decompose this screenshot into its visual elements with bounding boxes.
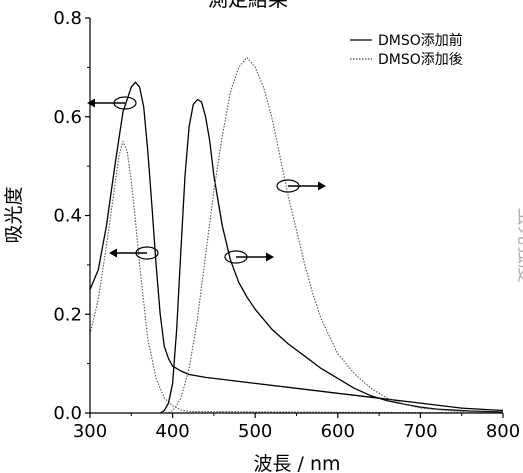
x-tick-label: 300	[73, 421, 107, 442]
series-layer	[89, 56, 504, 414]
y-axis-label-right: 蛍光強度	[515, 207, 523, 283]
legend-item: DMSO添加後	[350, 52, 463, 68]
x-tick-label: 600	[321, 421, 355, 442]
series-fluorescence-before	[159, 98, 504, 414]
arrow-head	[109, 248, 117, 258]
annotation-layer	[87, 96, 326, 264]
x-tick-label: 700	[403, 421, 437, 442]
chart-title: 測定結果	[208, 0, 288, 11]
left-axis-indicator-before	[87, 96, 137, 110]
x-tick-label: 500	[238, 421, 272, 442]
left-axis-indicator-after	[109, 246, 159, 260]
plot-area: 300 400 500 600 700 800 0.0 0.2 0.4 0.6 0.8	[53, 8, 520, 442]
series-line	[89, 81, 504, 412]
series-line	[168, 56, 504, 414]
series-line	[159, 98, 504, 414]
series-fluorescence-after	[168, 56, 504, 414]
series-absorbance-before	[89, 81, 504, 412]
y-tick-label: 0.8	[53, 8, 82, 29]
y-axis-label: 吸光度	[3, 186, 25, 243]
y-tick-label: 0.2	[53, 304, 82, 325]
x-tick-label: 800	[486, 421, 520, 442]
legend: DMSO添加前 DMSO添加後	[350, 32, 463, 68]
x-axis-label: 波長 / nm	[253, 453, 340, 473]
right-axis-indicator-before	[224, 250, 274, 264]
legend-label: DMSO添加後	[378, 52, 463, 68]
y-tick-label: 0.0	[53, 403, 82, 424]
y-ticks: 0.0 0.2 0.4 0.6 0.8	[53, 8, 90, 424]
x-ticks: 300 400 500 600 700 800	[73, 413, 520, 442]
right-axis-indicator-after	[276, 179, 326, 193]
arrow-head	[266, 252, 274, 262]
arrow-head	[87, 98, 95, 108]
legend-item: DMSO添加前	[350, 32, 463, 49]
y-tick-label: 0.6	[53, 107, 82, 128]
legend-label: DMSO添加前	[378, 32, 463, 49]
arrow-head	[318, 181, 326, 191]
y-tick-label: 0.4	[53, 206, 82, 227]
x-tick-label: 400	[155, 421, 189, 442]
